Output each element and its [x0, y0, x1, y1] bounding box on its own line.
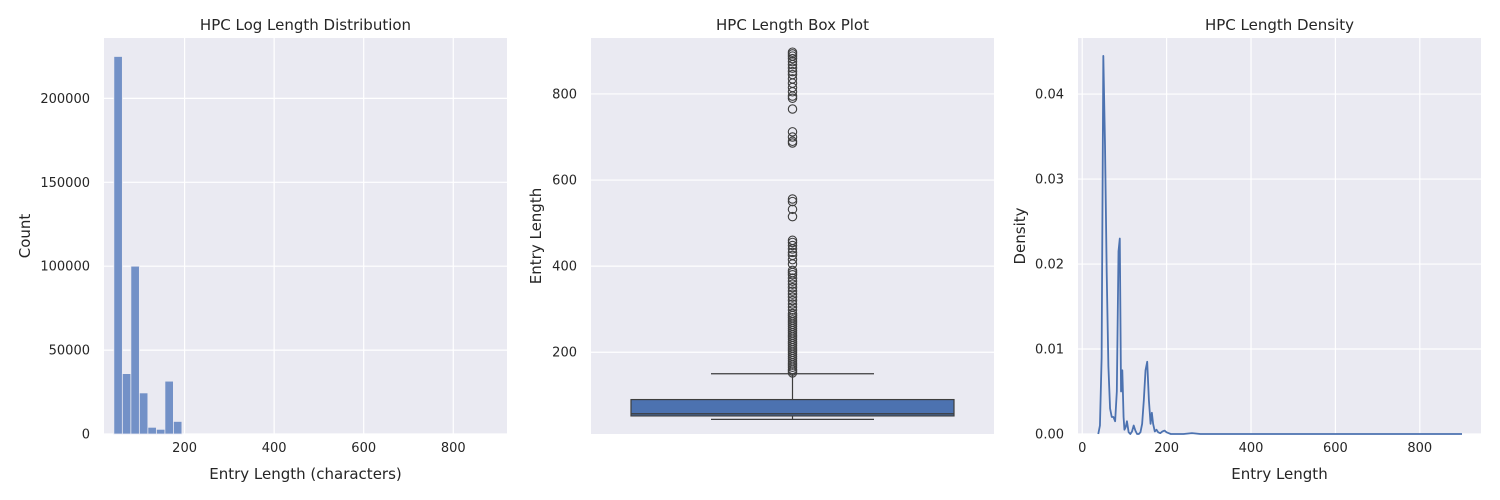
density-x-tick-label: 400: [1239, 441, 1264, 456]
histogram-y-tick-label: 50000: [49, 344, 90, 359]
boxplot-outlier: [787, 282, 798, 293]
boxplot-marks: [630, 47, 955, 420]
boxplot-outlier: [787, 240, 798, 251]
boxplot-y-tick-label: 200: [552, 346, 577, 361]
density-plot-area: [1078, 38, 1481, 434]
histogram-bar: [138, 392, 149, 435]
boxplot-outlier: [787, 66, 798, 77]
density-line: [1097, 54, 1463, 435]
histogram-y-axis-label: Count: [16, 214, 34, 259]
density-panel: 0 200 400 600 800 0.00 0.01 0.02 0.03 0.04 HPC L…: [1011, 16, 1481, 483]
boxplot-outlier: [787, 289, 798, 299]
density-x-ticks: 0 200 400 600 800: [1078, 441, 1432, 456]
boxplot-outlier: [787, 299, 798, 309]
boxplot-outlier: [787, 132, 798, 142]
histogram-y-tick-label: 200000: [40, 92, 90, 107]
boxplot-outlier: [787, 56, 798, 67]
boxplot-outlier: [787, 305, 798, 315]
boxplot-y-axis-label: Entry Length: [527, 188, 545, 284]
boxplot-outlier: [787, 104, 798, 114]
boxplot-outlier: [787, 302, 798, 312]
boxplot-outlier: [787, 211, 798, 222]
histogram-y-tick-label: 100000: [40, 260, 90, 275]
density-y-ticks: 0.00 0.01 0.02 0.03 0.04: [1035, 88, 1064, 443]
histogram-bar: [130, 265, 140, 435]
histogram-panel: 200 400 600 800 0 50000 100000 150000 200000 HP…: [16, 16, 507, 483]
histogram-title: HPC Log Length Distribution: [200, 16, 411, 34]
boxplot-y-ticks: 200 400 600 800: [552, 87, 577, 360]
boxplot-outlier: [787, 235, 798, 246]
histogram-x-axis-label: Entry Length (characters): [209, 465, 402, 483]
density-y-axis-label: Density: [1011, 207, 1029, 264]
boxplot-outlier: [787, 204, 798, 215]
histogram-x-ticks: 200 400 600 800: [172, 441, 465, 456]
boxplot-box: [630, 398, 955, 417]
boxplot-y-tick-label: 600: [552, 174, 577, 189]
density-y-tick-label: 0.01: [1035, 343, 1064, 358]
density-x-tick-label: 800: [1407, 441, 1432, 456]
boxplot-y-tick-label: 400: [552, 260, 577, 275]
density-title: HPC Length Density: [1205, 16, 1354, 34]
boxplot-outlier: [787, 273, 798, 283]
density-grid: [1078, 38, 1481, 435]
boxplot-outlier: [787, 254, 798, 265]
density-x-tick-label: 200: [1154, 441, 1179, 456]
boxplot-outlier: [787, 127, 798, 137]
density-marks: [1097, 54, 1463, 435]
histogram-bars: [113, 56, 183, 435]
boxplot-outlier: [787, 196, 798, 207]
histogram-x-tick-label: 200: [172, 441, 197, 456]
histogram-bar: [173, 421, 183, 435]
density-x-tick-label: 0: [1078, 441, 1086, 456]
boxplot-outlier: [787, 247, 798, 258]
histogram-bar: [164, 380, 174, 435]
histogram-x-tick-label: 600: [351, 441, 376, 456]
boxplot-outlier: [787, 69, 798, 80]
boxplot-outlier: [787, 279, 798, 289]
boxplot-outlier: [787, 308, 798, 319]
histogram-x-tick-label: 800: [441, 441, 466, 456]
histogram-plot-area: [104, 38, 507, 434]
boxplot-outlier: [787, 74, 798, 84]
boxplot-panel: 200 400 600 800 HPC Length Box Plot Entry L…: [527, 16, 994, 434]
histogram-x-tick-label: 400: [262, 441, 287, 456]
histogram-y-tick-label: 150000: [40, 176, 90, 191]
boxplot-outlier: [787, 53, 798, 64]
density-y-tick-label: 0.02: [1035, 258, 1064, 273]
density-x-tick-label: 600: [1323, 441, 1348, 456]
histogram-y-ticks: 0 50000 100000 150000 200000: [40, 92, 90, 443]
boxplot-outlier: [787, 286, 798, 296]
histogram-bar: [121, 373, 132, 435]
boxplot-outlier: [787, 265, 798, 276]
histogram-bar: [147, 426, 157, 435]
boxplot-outlier: [787, 136, 798, 147]
boxplot-y-tick-label: 800: [552, 87, 577, 102]
density-y-tick-label: 0.03: [1035, 173, 1064, 188]
histogram-y-tick-label: 0: [82, 428, 90, 443]
boxplot-title: HPC Length Box Plot: [716, 16, 869, 34]
boxplot-outlier: [787, 250, 798, 261]
boxplot-outlier: [787, 194, 798, 204]
boxplot-outlier: [787, 63, 798, 73]
histogram-bar: [155, 428, 166, 435]
boxplot-outlier: [787, 292, 798, 302]
density-y-tick-label: 0.04: [1035, 88, 1064, 103]
boxplot-outlier: [787, 47, 798, 57]
density-x-axis-label: Entry Length: [1231, 465, 1327, 483]
histogram-bar: [113, 56, 123, 435]
boxplot-outlier: [787, 295, 798, 306]
density-y-tick-label: 0.00: [1035, 428, 1064, 443]
